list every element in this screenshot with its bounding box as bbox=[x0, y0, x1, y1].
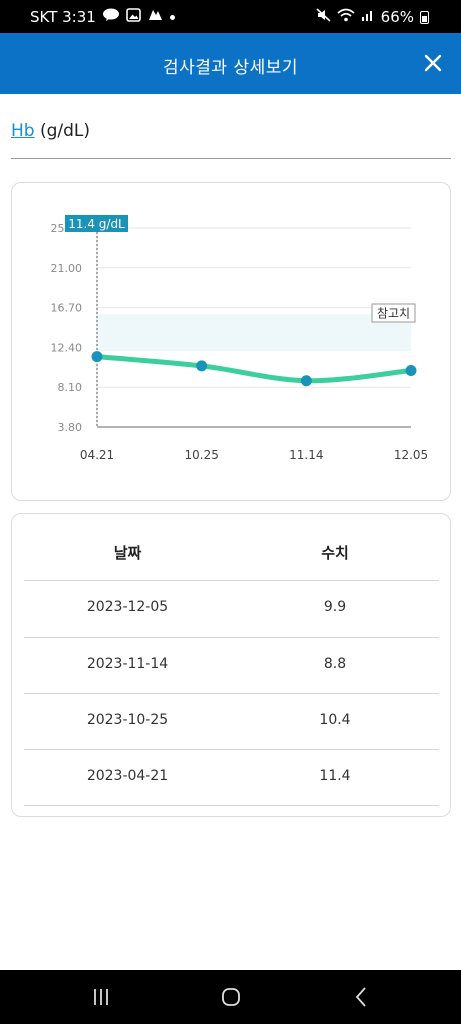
y-tick-label: 3.80 bbox=[58, 421, 83, 434]
data-point[interactable] bbox=[91, 351, 103, 363]
table-row: 2023-10-25 10.4 bbox=[24, 694, 439, 750]
battery-percent: 66% bbox=[380, 8, 414, 26]
system-nav-bar bbox=[0, 970, 461, 1024]
recent-apps-icon bbox=[94, 989, 108, 1005]
series-line bbox=[94, 354, 414, 384]
recent-apps-button[interactable] bbox=[86, 984, 116, 1010]
table-divider bbox=[24, 637, 439, 638]
wifi-icon bbox=[337, 8, 355, 26]
table-row: 2023-04-21 11.4 bbox=[24, 750, 439, 806]
row-date: 2023-04-21 bbox=[86, 768, 169, 784]
data-point[interactable] bbox=[196, 360, 208, 372]
date-header: 날짜 bbox=[113, 544, 142, 562]
battery-icon bbox=[420, 10, 429, 24]
tooltip: 11.4 g/dL bbox=[65, 215, 128, 232]
results-table: 날짜 수치 2023-12-05 9.9 2023-11-14 8.8 2023… bbox=[11, 513, 451, 817]
status-bar: SKT 3:31 66% bbox=[0, 0, 461, 33]
x-tick-label: 12.05 bbox=[394, 448, 428, 462]
data-point[interactable] bbox=[300, 375, 312, 387]
y-tick-label: 8.10 bbox=[58, 381, 83, 394]
row-date: 2023-10-25 bbox=[86, 712, 169, 728]
x-tick-label: 11.14 bbox=[289, 448, 323, 462]
tooltip-text: 11.4 g/dL bbox=[68, 217, 125, 231]
row-value: 8.8 bbox=[323, 656, 347, 672]
metric-title: Hb (g/dL) bbox=[11, 121, 90, 141]
data-point[interactable] bbox=[405, 365, 417, 377]
table-divider bbox=[24, 805, 439, 806]
close-icon bbox=[424, 54, 442, 72]
value-header: 수치 bbox=[321, 544, 349, 562]
y-tick-label: 16.70 bbox=[51, 302, 83, 315]
reference-range-band bbox=[97, 314, 411, 352]
gallery-icon bbox=[126, 8, 141, 26]
row-value: 9.9 bbox=[323, 599, 347, 615]
signal-icon bbox=[361, 8, 375, 26]
y-tick-label: 21.00 bbox=[51, 262, 83, 275]
row-date: 2023-12-05 bbox=[86, 599, 169, 615]
table-row: 2023-11-14 8.8 bbox=[24, 638, 439, 694]
home-icon bbox=[222, 988, 240, 1006]
row-value: 11.4 bbox=[319, 768, 351, 784]
back-button[interactable] bbox=[346, 984, 376, 1010]
page-title: 검사결과 상세보기 bbox=[162, 58, 299, 78]
table-header: 날짜 수치 bbox=[24, 532, 439, 582]
home-button[interactable] bbox=[216, 984, 246, 1010]
metric-unit: (g/dL) bbox=[39, 121, 91, 141]
reference-label-text: 참고치 bbox=[377, 307, 410, 321]
table-row: 2023-12-05 9.9 bbox=[24, 581, 439, 637]
game-icon bbox=[147, 8, 164, 26]
divider bbox=[11, 158, 451, 159]
close-button[interactable] bbox=[419, 49, 447, 77]
x-tick-label: 04.21 bbox=[80, 448, 114, 462]
reference-label: 참고치 bbox=[371, 303, 416, 323]
table-divider bbox=[24, 693, 439, 694]
table-divider bbox=[24, 580, 439, 581]
app-header: 검사결과 상세보기 bbox=[0, 33, 461, 94]
talk-icon bbox=[102, 8, 120, 26]
metric-name-link[interactable]: Hb bbox=[11, 121, 35, 141]
y-tick-label: 12.40 bbox=[51, 341, 83, 354]
back-icon bbox=[355, 987, 366, 1007]
table-divider bbox=[24, 749, 439, 750]
status-time: SKT 3:31 bbox=[30, 8, 96, 26]
mute-icon bbox=[316, 8, 331, 26]
x-tick-label: 10.25 bbox=[184, 448, 218, 462]
notification-dot-icon bbox=[169, 14, 175, 20]
row-value: 10.4 bbox=[319, 712, 351, 728]
row-date: 2023-11-14 bbox=[86, 656, 169, 672]
